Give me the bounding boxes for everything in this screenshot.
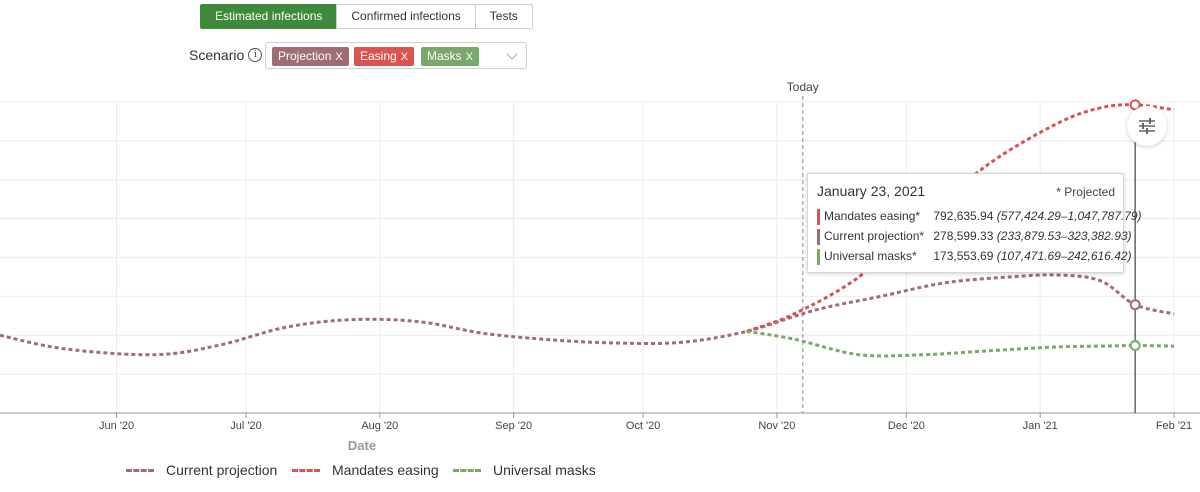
chip-easing-label: Easing — [360, 49, 397, 63]
scenario-label: Scenario i — [189, 47, 263, 63]
x-tick-label: Dec '20 — [888, 420, 925, 432]
tab-confirmed-infections[interactable]: Confirmed infections — [336, 4, 476, 29]
chip-masks-remove-icon[interactable]: X — [465, 51, 474, 63]
today-label: Today — [787, 80, 819, 94]
x-tick-label: Aug '20 — [361, 420, 398, 432]
x-tick-label: Sep '20 — [495, 420, 532, 432]
chart-axes: Jun '20 Jul '20 Aug '20 Sep '20 Oct '20 Nov '… — [0, 80, 1200, 453]
tooltip-row-universal-masks: Universal masks* 173,553.69 (107,471.69–… — [817, 248, 1132, 265]
chip-projection-label: Projection — [278, 49, 332, 63]
legend-swatch — [453, 468, 481, 472]
chart-tooltip: January 23, 2021 * Projected Mandates ea… — [807, 173, 1142, 273]
tooltip-color-bar — [817, 248, 820, 265]
legend-item-current-projection[interactable]: Current projection — [126, 462, 277, 478]
series-line-mandates-easing — [746, 103, 1175, 333]
tooltip-series-name: Current projection* — [824, 229, 925, 243]
view-tabs: Estimated infections Confirmed infection… — [200, 4, 533, 29]
hover-point — [1129, 340, 1141, 352]
tooltip-projected-note: * Projected — [1056, 185, 1115, 199]
tooltip-date: January 23, 2021 — [817, 183, 926, 199]
legend-label: Universal masks — [493, 462, 596, 478]
x-tick-label: Feb '21 — [1156, 420, 1192, 432]
tooltip-color-bar — [817, 208, 820, 225]
tooltip-row-mandates-easing: Mandates easing* 792,635.94 (577,424.29–… — [817, 208, 1142, 225]
chip-easing: Easing X — [354, 47, 415, 66]
x-tick-label: Nov '20 — [758, 420, 795, 432]
legend-label: Current projection — [166, 462, 278, 478]
hover-point — [1129, 299, 1141, 311]
info-circle-icon[interactable]: i — [248, 48, 263, 62]
tooltip-series-range: (107,471.69–242,616.42) — [996, 249, 1132, 263]
x-axis-title: Date — [348, 438, 376, 453]
legend-item-mandates-easing[interactable]: Mandates easing — [292, 462, 439, 478]
chip-projection: Projection X — [272, 47, 349, 66]
scenario-select[interactable]: Projection X Easing X Masks X — [265, 42, 527, 69]
tooltip-series-value: 278,599.33 — [933, 229, 994, 243]
tab-tests[interactable]: Tests — [474, 4, 533, 29]
sliders-icon — [1139, 118, 1155, 134]
tab-estimated-infections[interactable]: Estimated infections — [200, 4, 338, 29]
tooltip-series-range: (233,879.53–323,382.93) — [996, 229, 1132, 243]
tooltip-series-value: 173,553.69 — [933, 249, 994, 263]
chart-series — [0, 103, 1175, 358]
tooltip-color-bar — [817, 228, 820, 245]
tooltip-series-name: Mandates easing* — [824, 209, 921, 223]
chart-settings-button[interactable] — [1127, 106, 1167, 146]
tooltip-series-range: (577,424.29–1,047,787.79) — [996, 209, 1142, 223]
legend-swatch — [292, 468, 320, 472]
chart-markers — [1129, 99, 1141, 413]
tooltip-series-name: Universal masks* — [824, 249, 917, 263]
legend-label: Mandates easing — [332, 462, 439, 478]
chip-masks: Masks X — [421, 47, 480, 66]
chip-easing-remove-icon[interactable]: X — [400, 51, 409, 63]
tooltip-row-current-projection: Current projection* 278,599.33 (233,879.… — [817, 228, 1132, 245]
legend-swatch — [126, 468, 154, 472]
x-tick-label: Jul '20 — [230, 420, 261, 432]
tooltip-series-value: 792,635.94 — [933, 209, 994, 223]
series-line-universal-masks — [746, 329, 1175, 358]
series-line-current-projection — [0, 273, 1175, 357]
x-tick-label: Jan '21 — [1023, 420, 1058, 432]
scenario-label-text: Scenario — [189, 47, 245, 63]
x-tick-label: Oct '20 — [626, 420, 661, 432]
legend-item-universal-masks[interactable]: Universal masks — [453, 462, 596, 478]
chip-masks-label: Masks — [427, 49, 462, 63]
x-tick-label: Jun '20 — [99, 420, 134, 432]
chip-projection-remove-icon[interactable]: X — [335, 51, 343, 63]
